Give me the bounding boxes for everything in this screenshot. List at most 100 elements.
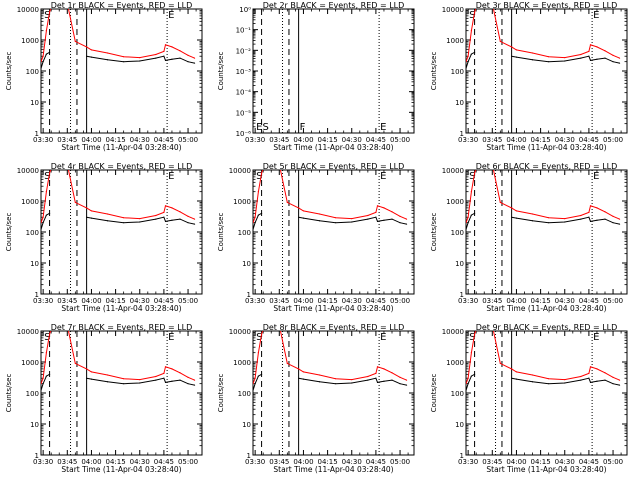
x-tick-label: 04:30 bbox=[555, 458, 575, 466]
data-point-lld bbox=[375, 211, 377, 213]
data-point-events bbox=[580, 218, 582, 220]
data-point-lld bbox=[367, 375, 369, 378]
data-point-events bbox=[473, 373, 476, 375]
marker-label: ES bbox=[256, 122, 269, 133]
data-point-events bbox=[604, 218, 606, 220]
marker-label: S bbox=[44, 332, 50, 343]
data-point-events bbox=[123, 222, 125, 224]
y-tick-label: 10000 bbox=[442, 328, 464, 336]
data-point-events bbox=[470, 53, 472, 55]
data-point-events bbox=[106, 59, 109, 61]
x-tick-label: 04:15 bbox=[531, 136, 551, 144]
panel-title: Det 3r BLACK = Events, RED = LLD bbox=[476, 1, 618, 10]
data-point-lld bbox=[179, 50, 181, 52]
x-axis-label: Start Time (11-Apr-04 03:28:40) bbox=[273, 465, 393, 474]
data-point-lld bbox=[163, 50, 165, 52]
data-point-lld bbox=[511, 46, 513, 48]
data-point-lld bbox=[90, 210, 93, 212]
x-tick-label: 03:30 bbox=[245, 136, 265, 144]
x-tick-label: 05:00 bbox=[178, 136, 198, 144]
y-tick-label: 10⁻² bbox=[236, 47, 252, 55]
x-tick-label: 03:30 bbox=[458, 297, 478, 305]
data-point-events bbox=[511, 216, 513, 218]
data-point-events bbox=[171, 219, 173, 221]
x-tick-label: 04:30 bbox=[555, 297, 575, 305]
x-tick-label: 05:00 bbox=[603, 136, 623, 144]
y-tick-label: 1000 bbox=[21, 198, 39, 206]
series-line-lld bbox=[466, 9, 620, 62]
data-point-events bbox=[253, 228, 254, 231]
data-point-lld bbox=[499, 362, 501, 365]
data-point-events bbox=[470, 375, 472, 377]
data-point-lld bbox=[164, 44, 167, 46]
x-tick-label: 04:45 bbox=[579, 297, 599, 305]
x-tick-label: 03:30 bbox=[33, 136, 53, 144]
data-point-events bbox=[163, 55, 165, 57]
panel-title: Det 2r BLACK = Events, RED = LLD bbox=[263, 1, 405, 10]
y-axis-label: Counts/sec bbox=[430, 52, 438, 91]
data-point-events bbox=[302, 378, 305, 380]
data-point-events bbox=[604, 57, 606, 59]
data-point-lld bbox=[42, 377, 44, 379]
data-point-events bbox=[41, 228, 42, 231]
data-point-lld bbox=[604, 50, 606, 52]
x-tick-label: 05:00 bbox=[390, 458, 410, 466]
data-point-events bbox=[375, 216, 377, 218]
data-point-events bbox=[86, 216, 88, 218]
data-point-lld bbox=[74, 201, 76, 204]
plot-frame bbox=[252, 330, 415, 456]
data-point-lld bbox=[531, 52, 534, 54]
marker-label: S bbox=[256, 171, 262, 182]
data-point-lld bbox=[515, 49, 518, 51]
x-axis-label: Start Time (11-Apr-04 03:28:40) bbox=[486, 465, 606, 474]
series-line-events bbox=[466, 51, 620, 69]
data-point-lld bbox=[187, 215, 189, 217]
y-tick-label: 10 bbox=[242, 260, 251, 268]
data-point-events bbox=[45, 375, 47, 377]
data-point-lld bbox=[596, 368, 598, 370]
data-point-events bbox=[42, 383, 44, 385]
data-point-events bbox=[376, 381, 379, 383]
data-point-lld bbox=[286, 362, 288, 365]
data-point-lld bbox=[139, 379, 141, 381]
data-point-events bbox=[254, 383, 256, 385]
data-point-lld bbox=[375, 372, 377, 374]
x-tick-label: 03:45 bbox=[57, 136, 77, 144]
y-tick-label: 1 bbox=[35, 291, 39, 299]
data-point-events bbox=[467, 222, 469, 224]
data-point-events bbox=[596, 58, 598, 60]
data-point-lld bbox=[41, 61, 42, 63]
panel-title: Det 8r BLACK = Events, RED = LLD bbox=[263, 323, 405, 332]
x-tick-label: 05:00 bbox=[390, 136, 410, 144]
data-point-events bbox=[589, 381, 592, 383]
marker-label: S bbox=[469, 10, 475, 21]
marker-label: S bbox=[469, 332, 475, 343]
panel-title: Det 1r BLACK = Events, RED = LLD bbox=[51, 1, 193, 10]
data-point-lld bbox=[45, 191, 47, 193]
data-point-lld bbox=[193, 218, 196, 220]
data-point-lld bbox=[171, 207, 173, 209]
data-point-lld bbox=[163, 211, 165, 213]
series-line-events bbox=[41, 212, 195, 230]
data-point-events bbox=[155, 379, 157, 381]
data-point-events bbox=[254, 222, 256, 224]
x-tick-label: 04:30 bbox=[555, 136, 575, 144]
data-point-events bbox=[548, 383, 550, 385]
chart-panel-8: Det 8r BLACK = Events, RED = LLD 1 10 100 10… bbox=[217, 323, 415, 474]
data-point-events bbox=[383, 219, 385, 221]
series-line-lld bbox=[253, 170, 407, 223]
data-point-lld bbox=[473, 172, 476, 174]
data-point-lld bbox=[302, 371, 305, 373]
marker-label: E bbox=[168, 171, 174, 182]
x-tick-label: 05:00 bbox=[603, 458, 623, 466]
data-point-events bbox=[48, 373, 51, 375]
data-point-events bbox=[179, 379, 181, 381]
data-point-events bbox=[531, 381, 534, 383]
x-tick-label: 03:30 bbox=[245, 458, 265, 466]
data-point-events bbox=[123, 383, 125, 385]
data-point-lld bbox=[48, 11, 51, 13]
data-point-lld bbox=[335, 378, 337, 380]
data-point-events bbox=[588, 216, 590, 218]
marker-label: E bbox=[380, 122, 386, 133]
